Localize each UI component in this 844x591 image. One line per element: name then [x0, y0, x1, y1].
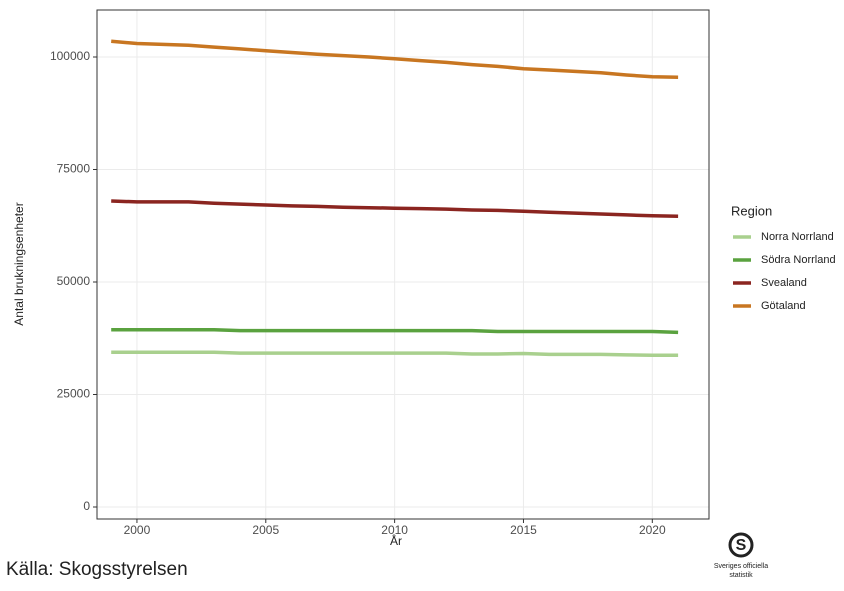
logo-mark: S [736, 537, 747, 554]
y-tick-label: 100000 [50, 49, 90, 63]
legend-title: Region [731, 203, 772, 218]
x-tick-label: 2020 [639, 523, 666, 537]
logo-circle [728, 532, 754, 558]
x-tick-label: 2005 [252, 523, 279, 537]
source: Källa: Skogsstyrelsen [6, 559, 188, 580]
plot-border [96, 9, 710, 520]
series-line [111, 39, 679, 79]
x-tick-label: 2015 [510, 523, 537, 537]
legend-label: Norra Norrland [761, 231, 834, 243]
legend-label: Svealand [761, 277, 807, 289]
plot-panel [97, 10, 709, 519]
y-tick-label: 75000 [57, 162, 91, 176]
y-axis-title: Antal brukningsenheter [12, 202, 26, 325]
series-line [111, 327, 679, 335]
logo-text: statistik [729, 572, 753, 579]
legend-label: Götaland [761, 300, 806, 312]
series-line [111, 199, 679, 219]
x-tick-label: 2000 [124, 523, 151, 537]
x-tick-label: 2010 [381, 523, 408, 537]
logo-text: Sveriges officiella [714, 563, 768, 570]
x-axis-title: År [390, 533, 402, 548]
y-tick-label: 25000 [57, 387, 91, 401]
y-tick-label: 0 [83, 499, 90, 513]
series-line [111, 350, 679, 358]
y-tick-label: 50000 [57, 274, 91, 288]
legend-label: Södra Norrland [761, 254, 836, 266]
logo: S Sveriges officiella statistik [714, 532, 768, 579]
